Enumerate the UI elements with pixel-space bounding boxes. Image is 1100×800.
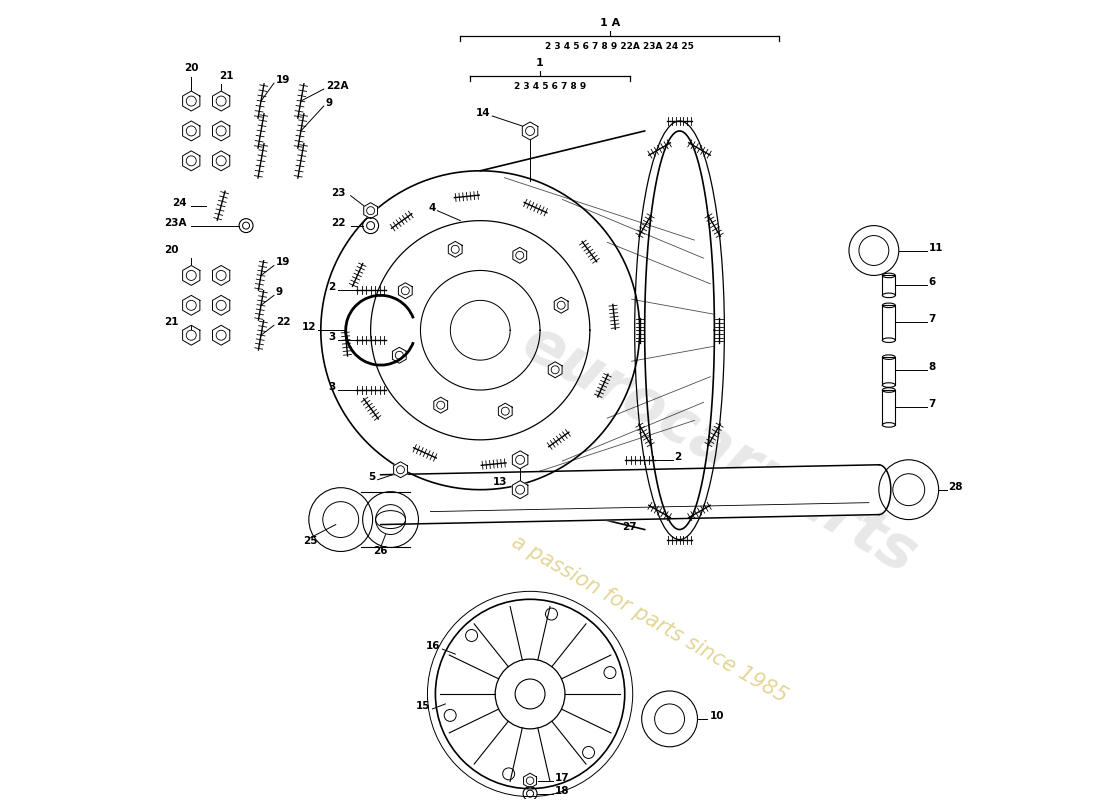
Text: 1 A: 1 A xyxy=(600,18,620,28)
Polygon shape xyxy=(513,451,528,469)
Text: 2: 2 xyxy=(329,282,336,292)
Text: 6: 6 xyxy=(928,278,936,287)
Polygon shape xyxy=(183,266,200,286)
Text: 9: 9 xyxy=(276,287,283,298)
Text: 27: 27 xyxy=(623,522,637,531)
Polygon shape xyxy=(183,326,200,345)
Polygon shape xyxy=(183,295,200,315)
Polygon shape xyxy=(398,282,412,298)
Text: 23: 23 xyxy=(331,188,345,198)
Text: 22: 22 xyxy=(331,218,345,228)
Text: 2 3 4 5 6 7 8 9 22A 23A 24 25: 2 3 4 5 6 7 8 9 22A 23A 24 25 xyxy=(546,42,694,51)
Text: 1: 1 xyxy=(536,58,543,68)
Text: 28: 28 xyxy=(948,482,964,492)
Polygon shape xyxy=(513,247,527,263)
Text: 18: 18 xyxy=(556,786,570,796)
Text: 20: 20 xyxy=(164,245,178,254)
Polygon shape xyxy=(548,362,562,378)
Text: 4: 4 xyxy=(428,202,436,213)
Text: 20: 20 xyxy=(184,63,198,73)
Text: 21: 21 xyxy=(164,318,178,327)
Text: 25: 25 xyxy=(304,537,318,546)
Text: 23A: 23A xyxy=(164,218,186,228)
Polygon shape xyxy=(393,347,406,363)
Polygon shape xyxy=(183,91,200,111)
Polygon shape xyxy=(449,242,462,258)
Polygon shape xyxy=(212,91,230,111)
Text: 12: 12 xyxy=(301,322,316,332)
Text: 21: 21 xyxy=(219,71,233,81)
Polygon shape xyxy=(212,151,230,170)
Text: 17: 17 xyxy=(556,773,570,782)
Text: 19: 19 xyxy=(276,75,290,85)
Polygon shape xyxy=(394,462,407,478)
Polygon shape xyxy=(212,121,230,141)
Polygon shape xyxy=(183,151,200,170)
Text: 13: 13 xyxy=(493,477,507,486)
Text: 26: 26 xyxy=(373,546,388,557)
Polygon shape xyxy=(524,773,537,788)
Text: 9: 9 xyxy=(326,98,333,108)
Polygon shape xyxy=(183,121,200,141)
Text: 11: 11 xyxy=(928,242,943,253)
Polygon shape xyxy=(522,122,538,140)
Polygon shape xyxy=(498,403,513,419)
Polygon shape xyxy=(212,326,230,345)
Polygon shape xyxy=(433,397,448,413)
Text: 3: 3 xyxy=(329,332,336,342)
Text: 16: 16 xyxy=(426,641,440,651)
Text: 2: 2 xyxy=(674,452,682,462)
Text: eurocarparts: eurocarparts xyxy=(512,313,927,586)
Text: 3: 3 xyxy=(329,382,336,392)
Text: 24: 24 xyxy=(172,198,186,208)
Text: 7: 7 xyxy=(928,399,936,409)
Text: 7: 7 xyxy=(928,314,936,324)
Text: 19: 19 xyxy=(276,258,290,267)
Text: 8: 8 xyxy=(928,362,936,372)
Text: 10: 10 xyxy=(710,711,724,721)
Polygon shape xyxy=(212,295,230,315)
Text: 22A: 22A xyxy=(326,81,349,91)
Text: 22: 22 xyxy=(276,318,290,327)
Polygon shape xyxy=(513,481,528,498)
Polygon shape xyxy=(554,298,568,313)
Text: a passion for parts since 1985: a passion for parts since 1985 xyxy=(508,532,791,706)
Circle shape xyxy=(515,679,544,709)
Text: 2 3 4 5 6 7 8 9: 2 3 4 5 6 7 8 9 xyxy=(514,82,586,91)
Text: 15: 15 xyxy=(416,701,430,711)
Polygon shape xyxy=(364,202,377,218)
Text: 5: 5 xyxy=(368,472,375,482)
Polygon shape xyxy=(212,266,230,286)
Text: 14: 14 xyxy=(475,108,491,118)
